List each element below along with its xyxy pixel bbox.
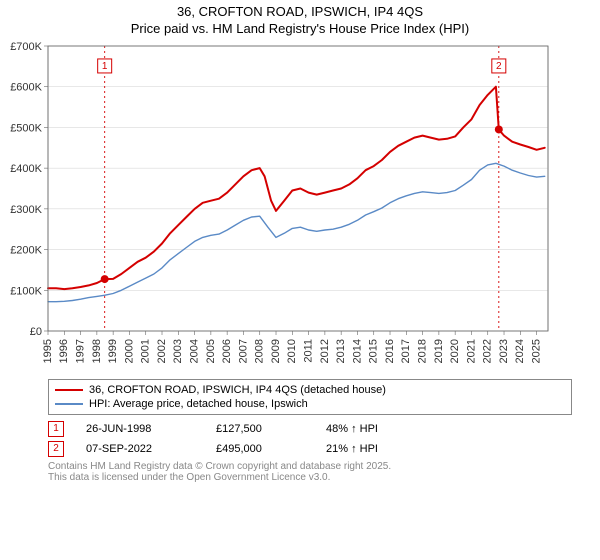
sale-price: £495,000 xyxy=(216,443,326,455)
svg-text:2011: 2011 xyxy=(302,339,314,363)
sale-date: 26-JUN-1998 xyxy=(86,423,216,435)
svg-text:1997: 1997 xyxy=(74,339,86,363)
svg-text:2002: 2002 xyxy=(156,339,168,363)
legend-swatch xyxy=(55,389,83,391)
svg-text:2006: 2006 xyxy=(221,339,233,363)
svg-text:£400K: £400K xyxy=(10,163,42,175)
legend: 36, CROFTON ROAD, IPSWICH, IP4 4QS (deta… xyxy=(48,379,572,415)
svg-text:2009: 2009 xyxy=(270,339,282,363)
svg-text:1999: 1999 xyxy=(107,339,119,363)
svg-text:2000: 2000 xyxy=(123,339,135,363)
svg-text:2013: 2013 xyxy=(335,339,347,363)
chart-container: £0 £100K £200K £300K £400K £500K £600K £700K 199… xyxy=(0,38,600,373)
svg-text:2019: 2019 xyxy=(433,339,445,363)
svg-text:2017: 2017 xyxy=(400,339,412,363)
price-chart: £0 £100K £200K £300K £400K £500K £600K £700K 199… xyxy=(0,38,560,373)
legend-row: HPI: Average price, detached house, Ipsw… xyxy=(55,397,565,411)
svg-text:2004: 2004 xyxy=(188,339,200,363)
legend-label: 36, CROFTON ROAD, IPSWICH, IP4 4QS (deta… xyxy=(89,384,386,396)
page-subtitle: Price paid vs. HM Land Registry's House … xyxy=(0,21,600,36)
svg-text:1: 1 xyxy=(102,61,108,72)
svg-text:2018: 2018 xyxy=(416,339,428,363)
sale-price: £127,500 xyxy=(216,423,326,435)
svg-text:2001: 2001 xyxy=(140,339,152,363)
sale-marker: 1 xyxy=(48,421,64,437)
footer-line-1: Contains HM Land Registry data © Crown c… xyxy=(48,461,572,472)
svg-text:2: 2 xyxy=(496,61,502,72)
sales-table: 1 26-JUN-1998£127,50048% ↑ HPI 2 07-SEP-202… xyxy=(48,419,572,459)
sale-row: 2 07-SEP-2022£495,00021% ↑ HPI xyxy=(48,439,572,459)
svg-text:2015: 2015 xyxy=(368,339,380,363)
svg-text:2012: 2012 xyxy=(319,339,331,363)
sale-date: 07-SEP-2022 xyxy=(86,443,216,455)
svg-text:£0: £0 xyxy=(30,326,42,338)
svg-text:2021: 2021 xyxy=(465,339,477,363)
svg-text:2008: 2008 xyxy=(254,339,266,363)
footer-attribution: Contains HM Land Registry data © Crown c… xyxy=(48,461,572,483)
svg-text:1998: 1998 xyxy=(91,339,103,363)
svg-text:2020: 2020 xyxy=(449,339,461,363)
sale-hpi: 21% ↑ HPI xyxy=(326,443,446,455)
svg-text:2024: 2024 xyxy=(514,339,526,363)
sale-row: 1 26-JUN-1998£127,50048% ↑ HPI xyxy=(48,419,572,439)
footer-line-2: This data is licensed under the Open Gov… xyxy=(48,472,572,483)
svg-text:2022: 2022 xyxy=(482,339,494,363)
svg-text:£100K: £100K xyxy=(10,285,42,297)
legend-swatch xyxy=(55,403,83,405)
svg-text:2023: 2023 xyxy=(498,339,510,363)
svg-text:2010: 2010 xyxy=(286,339,298,363)
sale-hpi: 48% ↑ HPI xyxy=(326,423,446,435)
svg-text:2025: 2025 xyxy=(531,339,543,363)
svg-text:£500K: £500K xyxy=(10,122,42,134)
svg-text:2007: 2007 xyxy=(237,339,249,363)
svg-text:£200K: £200K xyxy=(10,245,42,257)
svg-text:2005: 2005 xyxy=(205,339,217,363)
svg-text:1996: 1996 xyxy=(58,339,70,363)
legend-label: HPI: Average price, detached house, Ipsw… xyxy=(89,398,308,410)
svg-text:2003: 2003 xyxy=(172,339,184,363)
svg-text:£700K: £700K xyxy=(10,41,42,53)
page-title: 36, CROFTON ROAD, IPSWICH, IP4 4QS xyxy=(0,4,600,19)
svg-text:2016: 2016 xyxy=(384,339,396,363)
sale-marker: 2 xyxy=(48,441,64,457)
svg-text:2014: 2014 xyxy=(351,339,363,363)
svg-text:£300K: £300K xyxy=(10,204,42,216)
legend-row: 36, CROFTON ROAD, IPSWICH, IP4 4QS (deta… xyxy=(55,383,565,397)
svg-text:£600K: £600K xyxy=(10,82,42,94)
svg-text:1995: 1995 xyxy=(42,339,54,363)
